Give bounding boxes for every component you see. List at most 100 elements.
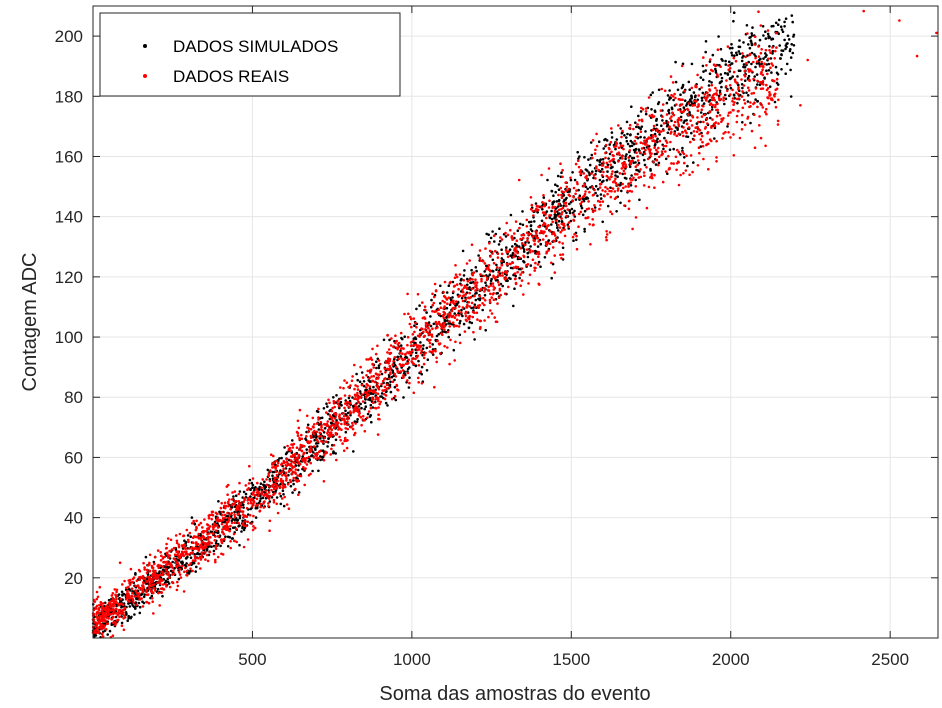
point xyxy=(414,364,418,368)
point xyxy=(359,402,362,406)
point xyxy=(500,259,503,263)
point xyxy=(783,20,786,24)
point xyxy=(675,103,678,106)
point xyxy=(478,256,482,260)
point xyxy=(740,128,744,131)
point xyxy=(563,234,567,238)
point xyxy=(461,249,465,253)
point xyxy=(589,141,593,144)
point xyxy=(441,333,444,337)
point xyxy=(701,144,705,148)
point xyxy=(546,178,549,182)
point xyxy=(553,234,557,237)
point xyxy=(371,347,374,351)
axes-frame xyxy=(92,5,939,639)
point xyxy=(487,285,491,289)
point xyxy=(278,457,281,460)
point xyxy=(348,394,351,398)
point xyxy=(138,611,142,615)
point xyxy=(417,359,420,363)
point xyxy=(380,395,383,398)
point xyxy=(614,174,617,177)
point xyxy=(406,335,410,339)
point xyxy=(622,186,625,190)
point xyxy=(679,98,682,101)
point xyxy=(159,559,163,562)
point xyxy=(573,233,576,236)
x-axis-label: Soma das amostras do evento xyxy=(379,683,650,705)
point xyxy=(748,46,752,50)
point xyxy=(443,295,447,299)
point xyxy=(515,239,519,242)
point xyxy=(136,589,140,593)
point xyxy=(174,534,178,537)
point xyxy=(484,328,488,332)
point xyxy=(667,154,670,158)
point xyxy=(505,246,508,249)
point xyxy=(640,106,643,110)
point xyxy=(124,598,128,601)
point xyxy=(611,165,614,169)
point xyxy=(552,200,556,203)
point xyxy=(402,374,405,377)
point xyxy=(449,280,452,284)
point xyxy=(553,211,557,214)
point xyxy=(600,174,604,177)
point xyxy=(651,136,654,139)
point xyxy=(604,151,607,155)
point xyxy=(291,453,295,457)
point xyxy=(199,521,203,525)
point xyxy=(486,288,490,292)
point xyxy=(688,113,692,116)
point xyxy=(549,214,553,217)
x-tick-labels: 500 1000 1500 2000 2500 xyxy=(238,650,909,669)
point xyxy=(639,130,643,134)
point xyxy=(377,387,381,391)
point xyxy=(159,551,162,554)
point xyxy=(661,180,665,184)
point xyxy=(535,252,539,255)
point xyxy=(524,241,527,244)
point xyxy=(476,318,479,321)
point xyxy=(404,362,408,366)
point xyxy=(741,52,744,55)
point xyxy=(282,493,285,496)
point xyxy=(696,73,699,77)
point xyxy=(605,238,608,242)
point xyxy=(432,322,436,326)
point xyxy=(629,181,633,184)
point xyxy=(585,169,589,172)
point xyxy=(751,26,754,29)
point xyxy=(110,618,113,621)
point xyxy=(560,229,564,232)
point xyxy=(430,333,434,337)
point xyxy=(226,511,229,515)
point xyxy=(662,122,666,125)
point xyxy=(233,502,236,506)
point xyxy=(730,62,734,65)
point xyxy=(692,91,696,94)
point xyxy=(281,489,285,493)
point xyxy=(464,312,467,315)
point xyxy=(529,245,532,248)
point xyxy=(567,193,571,197)
point xyxy=(488,273,492,277)
point xyxy=(254,516,258,519)
point xyxy=(457,305,461,308)
point xyxy=(407,358,411,362)
point xyxy=(419,344,423,348)
point xyxy=(935,31,938,35)
point xyxy=(160,554,163,558)
point xyxy=(632,161,635,165)
point xyxy=(461,314,464,318)
point xyxy=(554,190,557,194)
point xyxy=(409,317,413,321)
point xyxy=(688,88,691,91)
point xyxy=(413,324,416,328)
point xyxy=(594,184,598,188)
point xyxy=(500,252,504,256)
point xyxy=(517,178,521,182)
data-points xyxy=(91,9,938,639)
point xyxy=(483,290,486,293)
point xyxy=(726,45,730,48)
